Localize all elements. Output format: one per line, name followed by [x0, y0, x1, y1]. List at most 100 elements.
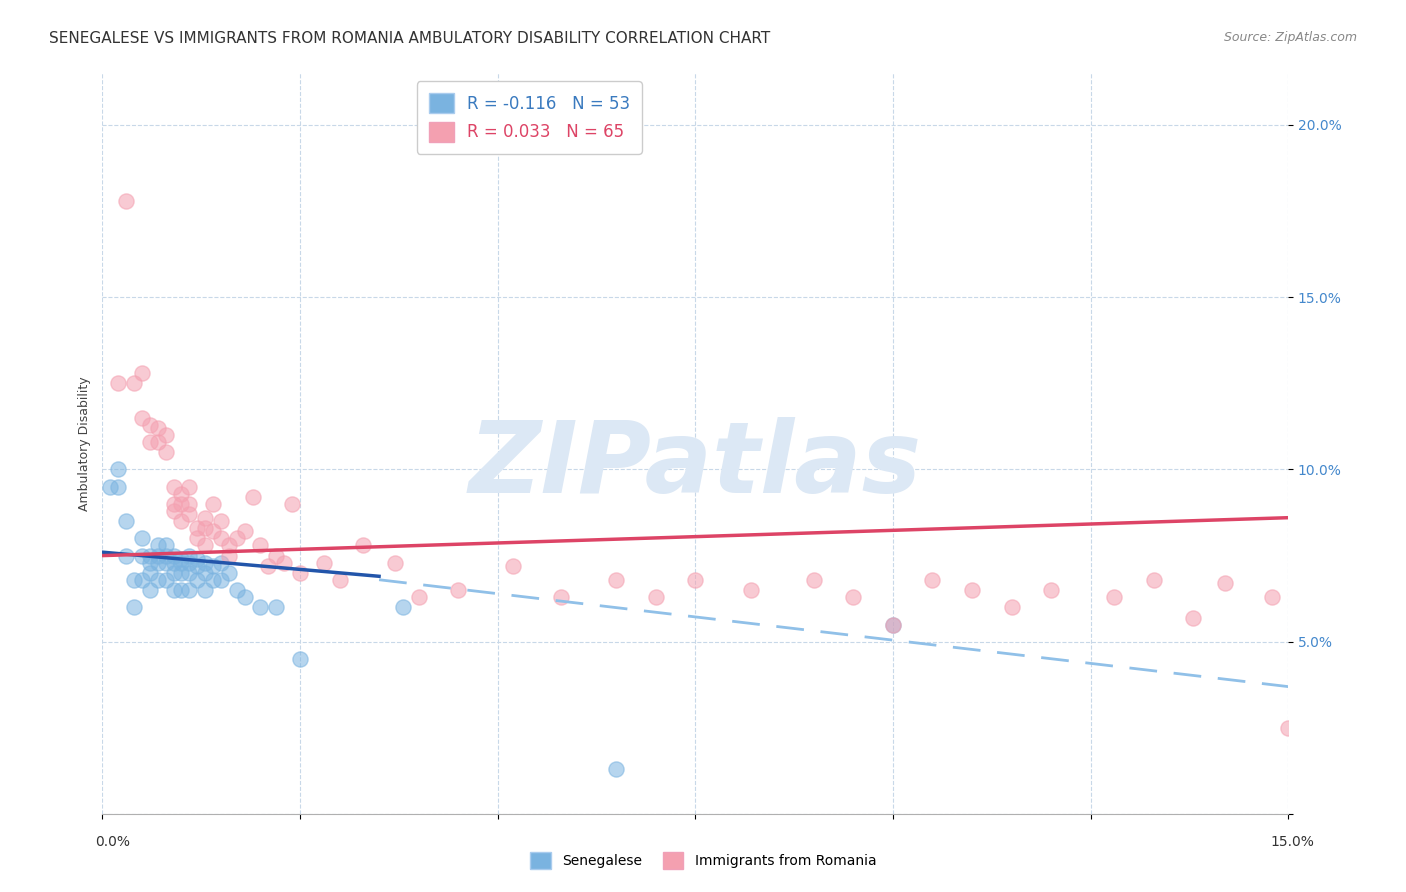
Point [266, 600, 288, 615]
Point [194, 583, 217, 598]
Point [179, 549, 201, 563]
Point [1277, 721, 1299, 735]
Legend: Senegalese, Immigrants from Romania: Senegalese, Immigrants from Romania [524, 847, 882, 874]
Point [131, 410, 153, 425]
Point [162, 480, 184, 494]
Point [384, 556, 406, 570]
Point [162, 497, 184, 511]
Point [131, 366, 153, 380]
Point [685, 573, 707, 587]
Point [209, 573, 232, 587]
Point [1000, 600, 1022, 615]
Point [202, 573, 225, 587]
Point [179, 566, 201, 580]
Point [882, 617, 904, 632]
Point [146, 538, 169, 552]
Point [170, 583, 193, 598]
Point [139, 556, 162, 570]
Point [115, 549, 138, 563]
Point [179, 480, 201, 494]
Point [155, 428, 177, 442]
Y-axis label: Ambulatory Disability: Ambulatory Disability [79, 376, 91, 511]
Point [162, 583, 184, 598]
Point [139, 434, 162, 449]
Point [170, 566, 193, 580]
Point [1182, 610, 1205, 624]
Point [146, 549, 169, 563]
Point [194, 566, 217, 580]
Point [249, 600, 271, 615]
Point [131, 532, 153, 546]
Text: 0.0%: 0.0% [96, 835, 131, 848]
Point [155, 538, 177, 552]
Point [921, 573, 943, 587]
Point [122, 573, 145, 587]
Point [202, 524, 225, 539]
Point [139, 583, 162, 598]
Point [186, 552, 208, 566]
Point [146, 556, 169, 570]
Text: ZIPatlas: ZIPatlas [468, 417, 922, 515]
Point [605, 573, 627, 587]
Point [122, 600, 145, 615]
Point [281, 497, 304, 511]
Point [312, 556, 335, 570]
Point [288, 652, 311, 666]
Point [1261, 590, 1284, 604]
Point [155, 549, 177, 563]
Point [107, 480, 129, 494]
Point [186, 558, 208, 573]
Point [115, 514, 138, 528]
Point [803, 573, 825, 587]
Point [447, 583, 470, 598]
Point [146, 434, 169, 449]
Point [139, 417, 162, 432]
Point [209, 532, 232, 546]
Point [960, 583, 983, 598]
Point [1143, 573, 1166, 587]
Point [170, 552, 193, 566]
Point [249, 538, 271, 552]
Point [1213, 576, 1236, 591]
Point [225, 583, 247, 598]
Point [107, 462, 129, 476]
Point [328, 573, 350, 587]
Text: Source: ZipAtlas.com: Source: ZipAtlas.com [1223, 31, 1357, 45]
Point [155, 573, 177, 587]
Point [122, 376, 145, 391]
Point [202, 497, 225, 511]
Point [186, 521, 208, 535]
Point [146, 421, 169, 435]
Point [179, 556, 201, 570]
Point [194, 510, 217, 524]
Point [162, 549, 184, 563]
Text: 15.0%: 15.0% [1271, 835, 1315, 848]
Point [257, 558, 280, 573]
Point [155, 556, 177, 570]
Legend: R = -0.116   N = 53, R = 0.033   N = 65: R = -0.116 N = 53, R = 0.033 N = 65 [416, 81, 641, 153]
Point [502, 558, 524, 573]
Point [209, 514, 232, 528]
Point [179, 583, 201, 598]
Point [179, 508, 201, 522]
Point [1104, 590, 1126, 604]
Point [644, 590, 666, 604]
Point [225, 532, 247, 546]
Point [202, 558, 225, 573]
Point [146, 573, 169, 587]
Point [170, 486, 193, 500]
Point [842, 590, 865, 604]
Point [107, 376, 129, 391]
Point [170, 514, 193, 528]
Point [98, 480, 121, 494]
Point [139, 566, 162, 580]
Point [131, 573, 153, 587]
Point [139, 549, 162, 563]
Point [218, 538, 240, 552]
Point [391, 600, 413, 615]
Point [242, 490, 264, 504]
Text: SENEGALESE VS IMMIGRANTS FROM ROMANIA AMBULATORY DISABILITY CORRELATION CHART: SENEGALESE VS IMMIGRANTS FROM ROMANIA AM… [49, 31, 770, 46]
Point [233, 524, 256, 539]
Point [170, 497, 193, 511]
Point [218, 566, 240, 580]
